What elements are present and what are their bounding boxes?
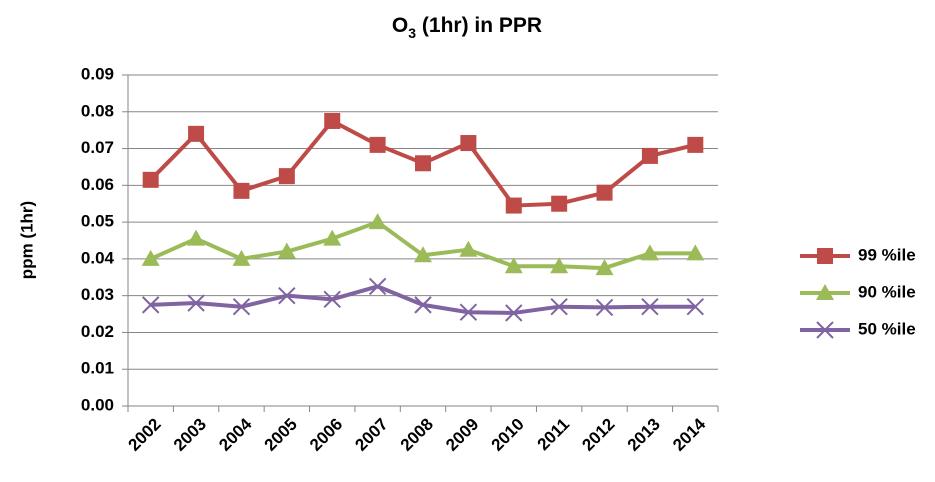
data-point: [686, 297, 705, 316]
x-tick-label: 2010: [488, 415, 528, 455]
data-point: [505, 304, 523, 322]
y-tick-label: 0.05: [81, 212, 114, 231]
legend-label: 99 %ile: [858, 245, 916, 264]
data-point: [324, 112, 341, 129]
data-point: [687, 136, 704, 153]
y-axis-label: ppm (1hr): [17, 201, 36, 279]
data-point: [414, 296, 432, 314]
y-tick-label: 0.00: [81, 395, 114, 414]
data-point: [415, 155, 431, 172]
y-tick-label: 0.03: [81, 285, 114, 304]
legend-marker: [816, 321, 834, 339]
x-tick-label: 2009: [442, 415, 482, 455]
data-point: [459, 240, 478, 257]
data-point: [368, 277, 387, 296]
y-tick-label: 0.04: [81, 248, 115, 267]
x-tick-label: 2012: [578, 415, 618, 455]
title-part: O: [392, 14, 408, 37]
y-tick-label: 0.09: [81, 64, 114, 83]
data-point: [141, 296, 160, 314]
data-point: [596, 184, 613, 201]
data-point: [278, 286, 296, 305]
x-tick-label: 2008: [397, 415, 437, 455]
data-point: [278, 168, 295, 185]
x-tick-label: 2006: [306, 415, 346, 455]
x-tick-label: 2014: [669, 414, 710, 455]
data-point: [323, 290, 341, 309]
legend-label: 90 %ile: [858, 282, 916, 301]
data-point: [459, 303, 478, 321]
data-point: [141, 249, 160, 266]
x-tick-label: 2013: [624, 415, 664, 455]
legend-marker: [817, 248, 833, 264]
data-point: [232, 249, 251, 266]
legend-label: 50 %ile: [858, 319, 916, 338]
data-point: [504, 257, 523, 274]
x-tick-label: 2003: [170, 415, 210, 455]
data-point: [187, 229, 206, 246]
data-point: [550, 297, 568, 316]
x-tick-label: 2011: [534, 415, 574, 455]
legend-marker: [816, 284, 834, 300]
data-point: [640, 244, 659, 261]
data-point: [641, 297, 659, 316]
data-point: [595, 298, 614, 317]
x-tick-label: 2004: [215, 414, 256, 455]
chart-title: O3 (1hr) in PPR: [392, 14, 542, 41]
y-tick-label: 0.07: [81, 138, 114, 157]
y-tick-label: 0.08: [81, 101, 114, 120]
x-tick-label: 2002: [125, 415, 165, 455]
data-point: [368, 213, 387, 230]
data-point: [187, 294, 205, 312]
data-point: [323, 229, 342, 246]
data-point: [460, 135, 477, 152]
data-point: [595, 259, 614, 276]
data-point: [641, 147, 658, 164]
data-point: [233, 182, 250, 199]
data-point: [505, 197, 522, 214]
data-point: [277, 242, 296, 259]
y-tick-label: 0.02: [81, 322, 114, 341]
data-point: [232, 297, 251, 316]
data-point: [550, 257, 569, 274]
title-subscript: 3: [408, 25, 416, 41]
series-line: [150, 284, 696, 315]
data-point: [369, 136, 386, 153]
x-tick-label: 2005: [261, 415, 301, 455]
y-tick-label: 0.06: [81, 175, 114, 194]
data-point: [142, 171, 159, 188]
data-point: [686, 244, 705, 261]
x-tick-label: 2007: [351, 415, 391, 455]
y-tick-label: 0.01: [81, 359, 114, 378]
data-point: [188, 125, 205, 142]
title-part: (1hr) in PPR: [416, 14, 542, 37]
data-point: [551, 195, 568, 212]
data-point: [414, 246, 432, 263]
